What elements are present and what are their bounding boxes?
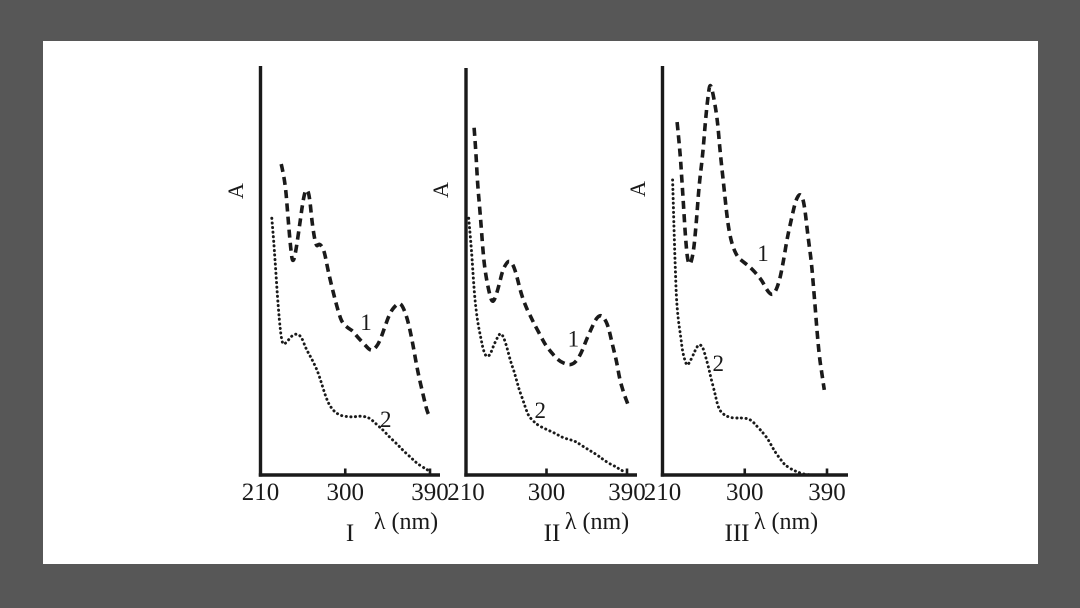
x-tick-label-210: 210: [447, 479, 485, 506]
panel-numeral: I: [346, 520, 354, 547]
spectrum-curve-2-dotted: [467, 216, 628, 474]
curve-label-2: 2: [712, 351, 724, 376]
x-axis-label: λ (nm): [374, 509, 438, 535]
panel-II: 210 300 390 Aλ (nm)II 1 2: [428, 68, 646, 547]
x-tick-label-210: 210: [644, 479, 682, 506]
y-axis-label: A: [223, 183, 248, 199]
x-tick-label-300: 300: [726, 479, 764, 506]
x-axis-label: λ (nm): [754, 509, 818, 535]
panel-numeral: II: [544, 520, 561, 547]
y-axis-label: A: [428, 182, 453, 198]
curve-label-2: 2: [380, 407, 392, 432]
x-tick-label-390: 390: [411, 479, 449, 506]
spectrum-curve-2-dotted: [270, 216, 431, 473]
x-tick-label-210: 210: [242, 479, 280, 506]
x-tick-label-390: 390: [608, 479, 646, 506]
x-tick-label-390: 390: [808, 479, 846, 506]
spectrum-curve-1-dashed: [279, 163, 432, 418]
y-axis-label: A: [625, 181, 650, 197]
curve-label-1: 1: [757, 241, 769, 266]
curve-label-1: 1: [568, 327, 580, 352]
x-tick-label-300: 300: [528, 479, 566, 506]
spectrum-curve-2-dotted: [671, 178, 828, 477]
spectrum-curve-1-dashed: [472, 127, 630, 405]
panel-numeral: III: [725, 520, 750, 547]
x-axis-label: λ (nm): [565, 509, 629, 535]
curve-label-2: 2: [534, 398, 546, 423]
panel-III: 210 300 390 Aλ (nm)III 1 2: [625, 66, 848, 547]
x-tick-label-300: 300: [327, 479, 365, 506]
panel-I: 210 300 390 Aλ (nm) I 1 2: [223, 66, 449, 547]
curve-label-1: 1: [360, 310, 372, 335]
spectrum-curve-1-dashed: [675, 83, 827, 391]
